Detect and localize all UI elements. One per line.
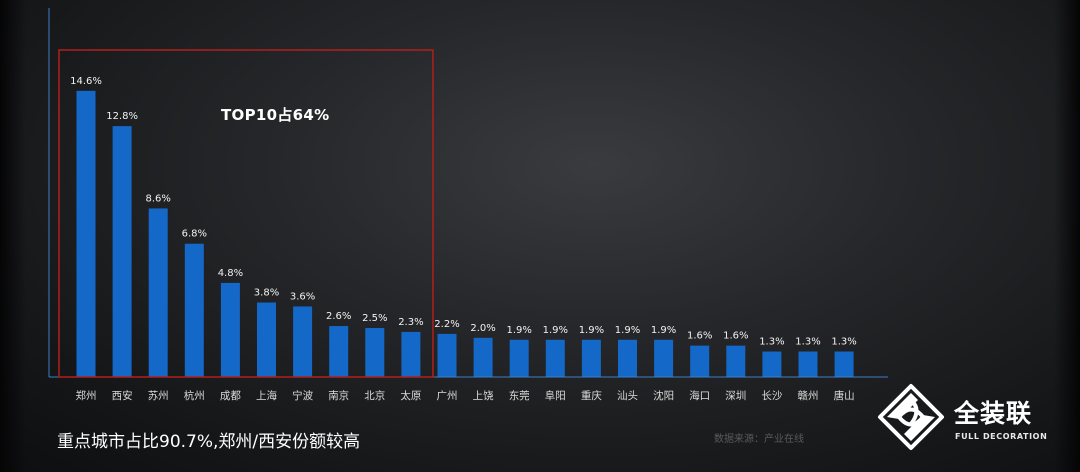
category-label-13: 阜阳 <box>545 389 566 402</box>
bar-20 <box>798 351 818 377</box>
chart-caption: 重点城市占比90.7%,郑州/西安份额较高 <box>57 432 361 452</box>
value-label-2: 8.6% <box>145 193 170 204</box>
value-label-1: 12.8% <box>106 111 138 122</box>
category-label-16: 沈阳 <box>653 389 674 402</box>
value-label-8: 2.5% <box>362 313 387 324</box>
bar-6 <box>293 306 313 377</box>
bar-0 <box>76 90 96 377</box>
bar-14 <box>581 339 601 377</box>
category-label-15: 汕头 <box>617 390 638 402</box>
category-label-7: 南京 <box>328 389 349 402</box>
category-label-21: 唐山 <box>834 389 855 402</box>
logo-name: 全装联 <box>954 399 1033 428</box>
value-label-14: 1.9% <box>579 325 604 336</box>
category-label-20: 赣州 <box>798 389 819 402</box>
value-label-21: 1.3% <box>831 337 856 348</box>
category-label-17: 海口 <box>689 389 710 402</box>
value-label-7: 2.6% <box>326 311 351 322</box>
category-label-18: 深圳 <box>725 390 746 402</box>
value-label-13: 1.9% <box>543 325 568 336</box>
category-label-2: 苏州 <box>148 389 169 402</box>
bar-13 <box>545 339 565 377</box>
category-label-4: 成都 <box>220 390 241 402</box>
bar-7 <box>329 326 349 377</box>
category-label-1: 西安 <box>112 389 133 402</box>
top10-highlight-box <box>58 49 434 378</box>
bar-8 <box>365 328 385 377</box>
bar-12 <box>509 339 529 377</box>
value-labels-group: 14.6% 12.8% 8.6% 6.8% 4.8% 3.8% 3.6% 2.6% 2.5% 2.… <box>70 76 857 348</box>
value-label-19: 1.3% <box>759 337 784 348</box>
value-label-17: 1.6% <box>687 331 712 342</box>
category-label-6: 宁波 <box>292 389 313 402</box>
bar-11 <box>473 337 493 377</box>
bars-group <box>76 90 854 378</box>
bar-1 <box>112 126 132 378</box>
category-labels-group: 郑州 西安 苏州 杭州 成都 上海 宁波 南京 北京 太原 广州 上饶 东莞 阜阳 重庆 汕头 沈阳 海口 深圳 长沙… <box>76 389 855 402</box>
bar-18 <box>726 345 746 377</box>
category-label-12: 东莞 <box>509 389 530 402</box>
left-vignette <box>0 0 26 472</box>
category-label-14: 重庆 <box>581 389 602 402</box>
value-label-6: 3.6% <box>290 291 315 302</box>
value-label-15: 1.9% <box>615 325 640 336</box>
bar-5 <box>257 302 276 377</box>
value-label-18: 1.6% <box>723 331 748 342</box>
bar-15 <box>618 339 637 377</box>
full-decoration-logo-icon <box>878 384 944 450</box>
value-label-20: 1.3% <box>795 337 820 348</box>
category-label-11: 上饶 <box>473 389 494 402</box>
brand-logo: 全装联 FULL DECORATION <box>872 380 1062 455</box>
bar-9 <box>401 331 421 377</box>
category-label-19: 长沙 <box>761 390 782 402</box>
value-label-4: 4.8% <box>218 268 243 279</box>
bar-19 <box>762 351 782 377</box>
category-label-0: 郑州 <box>76 389 97 402</box>
bar-3 <box>184 243 204 377</box>
value-label-0: 14.6% <box>70 76 102 87</box>
category-label-10: 广州 <box>437 390 458 402</box>
bar-4 <box>220 282 240 377</box>
value-label-16: 1.9% <box>651 325 676 336</box>
bar-10 <box>437 333 457 377</box>
value-label-3: 6.8% <box>182 229 207 240</box>
category-label-9: 太原 <box>400 389 421 402</box>
category-label-8: 北京 <box>364 389 385 402</box>
top10-annotation: TOP10占64% <box>221 106 330 124</box>
category-label-5: 上海 <box>256 389 277 402</box>
bar-2 <box>148 208 168 377</box>
bar-17 <box>690 345 710 377</box>
right-vignette <box>1054 0 1080 472</box>
value-label-12: 1.9% <box>506 325 531 336</box>
value-label-11: 2.0% <box>470 323 495 334</box>
value-label-10: 2.2% <box>434 319 459 330</box>
logo-subtitle: FULL DECORATION <box>955 432 1048 441</box>
value-label-5: 3.8% <box>254 288 279 299</box>
bar-16 <box>654 339 674 377</box>
data-source: 数据来源：产业在线 <box>714 434 804 445</box>
value-label-9: 2.3% <box>398 317 423 328</box>
bar-21 <box>834 351 854 377</box>
category-label-3: 杭州 <box>184 389 205 402</box>
